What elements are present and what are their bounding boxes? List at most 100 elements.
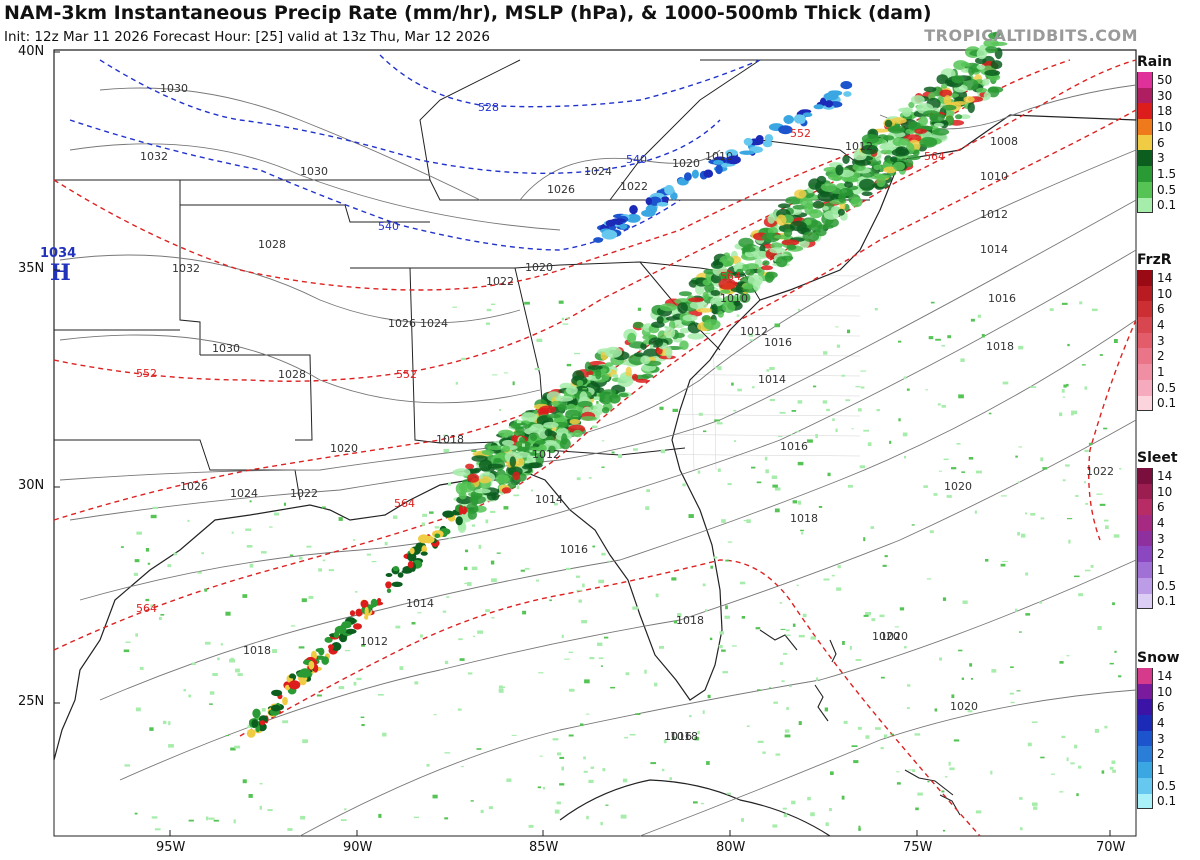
legend-row: 2 bbox=[1137, 746, 1197, 763]
isobar-label: 1028 bbox=[278, 368, 306, 381]
isobar-label: 1018 bbox=[436, 433, 464, 446]
legend-row: 3 bbox=[1137, 730, 1197, 747]
isobar-labels: 1030 1032 1030 1028 1032 1030 1026 1024 1028 1020… bbox=[140, 82, 1114, 743]
isobar-label: 1014 bbox=[758, 373, 786, 386]
legend-row: 14 bbox=[1137, 468, 1197, 484]
isobar-label: 1010 bbox=[980, 170, 1008, 183]
legend-row: 0.5 bbox=[1137, 777, 1197, 794]
legend-swatch bbox=[1137, 793, 1153, 810]
legend-value: 1 bbox=[1157, 762, 1165, 777]
isobar-label: 1018 bbox=[790, 512, 818, 525]
bahamas-islands bbox=[759, 629, 961, 816]
isobar-label: 1020 bbox=[880, 630, 908, 643]
legend-swatch bbox=[1137, 715, 1153, 731]
legend-value: 0.5 bbox=[1157, 380, 1177, 395]
legend-row: 4 bbox=[1137, 715, 1197, 731]
map-title: NAM-3km Instantaneous Precip Rate (mm/hr… bbox=[4, 2, 932, 24]
legend-value: 0.5 bbox=[1157, 182, 1177, 197]
legend-swatch bbox=[1137, 762, 1153, 778]
thickness-label: 564 bbox=[924, 150, 945, 163]
legend-value: 6 bbox=[1157, 500, 1165, 515]
isobar-label: 1020 bbox=[525, 261, 553, 274]
lat-label: 30N bbox=[18, 478, 45, 493]
lat-label: 25N bbox=[18, 694, 45, 709]
legend-row: 6 bbox=[1137, 499, 1197, 516]
legend-row: 0.1 bbox=[1137, 395, 1197, 412]
legend-value: 0.1 bbox=[1157, 198, 1177, 213]
legend-value: 2 bbox=[1157, 349, 1165, 364]
legend-swatch bbox=[1137, 134, 1153, 151]
axis-ticks bbox=[54, 51, 1111, 836]
thickness-red-lines bbox=[53, 59, 1137, 837]
legend-value: 6 bbox=[1157, 302, 1165, 317]
lat-label: 40N bbox=[18, 44, 45, 59]
legend-title: FrzR bbox=[1137, 252, 1172, 268]
legend-row: 18 bbox=[1137, 103, 1197, 120]
isobar-label: 1030 bbox=[212, 342, 240, 355]
legend-value: 4 bbox=[1157, 515, 1165, 530]
legend-row: 6 bbox=[1137, 699, 1197, 716]
lon-label: 90W bbox=[343, 840, 373, 855]
legend-title: Sleet bbox=[1137, 450, 1178, 466]
isobar-label: 1010 bbox=[720, 292, 748, 305]
isobar-label: 1022 bbox=[290, 487, 318, 500]
legend-row: 4 bbox=[1137, 515, 1197, 531]
legend-sleet: Sleet 14 10 6 4 3 2 1 0.5 0.1 bbox=[1137, 450, 1197, 610]
isobar-label: 1012 bbox=[532, 448, 560, 461]
legend-swatch bbox=[1137, 546, 1153, 563]
isobar-label: 1016 bbox=[764, 336, 792, 349]
legend-swatch bbox=[1137, 499, 1153, 516]
isobar-label: 1012 bbox=[740, 325, 768, 338]
legend-swatch bbox=[1137, 348, 1153, 365]
precip-field bbox=[120, 31, 1122, 832]
thickness-label: 540 bbox=[626, 153, 647, 166]
legend-value: 14 bbox=[1157, 668, 1173, 683]
legend-row: 1 bbox=[1137, 762, 1197, 778]
legend-row: 4 bbox=[1137, 317, 1197, 333]
lon-label: 85W bbox=[529, 840, 559, 855]
legend-swatch bbox=[1137, 150, 1153, 167]
legend-row: 30 bbox=[1137, 87, 1197, 104]
brand-watermark[interactable]: TROPICALTIDBITS.COM bbox=[924, 26, 1138, 45]
thickness-label: 552 bbox=[396, 368, 417, 381]
lon-label: 75W bbox=[903, 840, 933, 855]
legend-row: 50 bbox=[1137, 72, 1197, 88]
legend-value: 1.5 bbox=[1157, 166, 1177, 181]
legend-value: 10 bbox=[1157, 484, 1173, 499]
legend-value: 4 bbox=[1157, 715, 1165, 730]
lat-label: 35N bbox=[18, 261, 45, 276]
thickness-label: 564 bbox=[136, 602, 157, 615]
legend-swatch bbox=[1137, 317, 1153, 333]
legend-row: 2 bbox=[1137, 348, 1197, 365]
legend-row: 6 bbox=[1137, 134, 1197, 151]
thickness-blue-lines bbox=[69, 54, 761, 251]
legend-row: 3 bbox=[1137, 332, 1197, 349]
legend-swatch bbox=[1137, 577, 1153, 594]
legend-swatch bbox=[1137, 515, 1153, 531]
lon-label: 70W bbox=[1096, 840, 1126, 855]
legend-swatch bbox=[1137, 395, 1153, 412]
high-pressure-symbol: H bbox=[50, 260, 71, 286]
legend-swatch bbox=[1137, 87, 1153, 104]
isobar-label: 1014 bbox=[980, 243, 1008, 256]
legend-value: 10 bbox=[1157, 286, 1173, 301]
legend-title: Rain bbox=[1137, 54, 1172, 70]
isobar-label: 1028 bbox=[258, 238, 286, 251]
legend-swatch bbox=[1137, 746, 1153, 763]
isobar-label: 1022 bbox=[486, 275, 514, 288]
legend-swatch bbox=[1137, 364, 1153, 380]
legend-swatch bbox=[1137, 668, 1153, 684]
isobar-label: 1026 bbox=[547, 183, 575, 196]
isobar-label: 1012 bbox=[360, 635, 388, 648]
legend-value: 0.5 bbox=[1157, 778, 1177, 793]
legend-swatch bbox=[1137, 181, 1153, 198]
legend-value: 1 bbox=[1157, 364, 1165, 379]
isobar-label: 1018 bbox=[986, 340, 1014, 353]
legend-row: 2 bbox=[1137, 546, 1197, 563]
isobar-label: 1018 bbox=[676, 614, 704, 627]
legend-value: 14 bbox=[1157, 468, 1173, 483]
isobar-label: 1016 bbox=[780, 440, 808, 453]
legend-value: 10 bbox=[1157, 684, 1173, 699]
isobar-label: 1020 bbox=[672, 157, 700, 170]
legend-row: 1 bbox=[1137, 562, 1197, 578]
